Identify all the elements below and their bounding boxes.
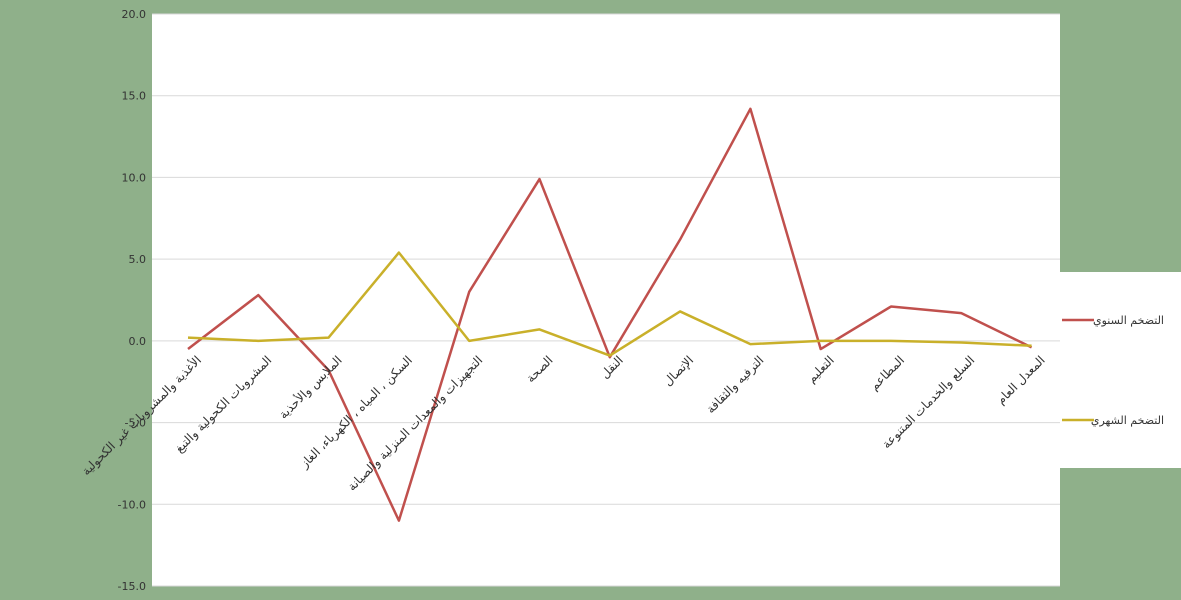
y-tick-label: -10.0	[118, 498, 146, 511]
y-tick-label: 15.0	[122, 90, 147, 103]
legend-box	[1060, 272, 1181, 468]
series-line-0	[187, 107, 1033, 522]
series-lines	[187, 107, 1033, 522]
legend: التضخم السنوي التضخم الشهري	[1062, 314, 1164, 427]
legend-label-1: التضخم الشهري	[1091, 414, 1164, 427]
y-tick-label: -5.0	[125, 417, 146, 430]
y-tick-label: 0.0	[129, 335, 147, 348]
plot-area	[152, 14, 1060, 586]
y-axis-tick-labels: 20.0 15.0 10.0 5.0 0.0 -5.0 -10.0 -15.0	[118, 8, 146, 593]
gridlines	[152, 13, 1060, 587]
y-tick-label: 20.0	[122, 8, 147, 21]
legend-label-0: التضخم السنوي	[1093, 314, 1164, 327]
y-tick-label: -15.0	[118, 580, 146, 593]
y-tick-label: 5.0	[129, 253, 147, 266]
series-line-1	[187, 251, 1032, 357]
y-tick-label: 10.0	[122, 171, 147, 184]
